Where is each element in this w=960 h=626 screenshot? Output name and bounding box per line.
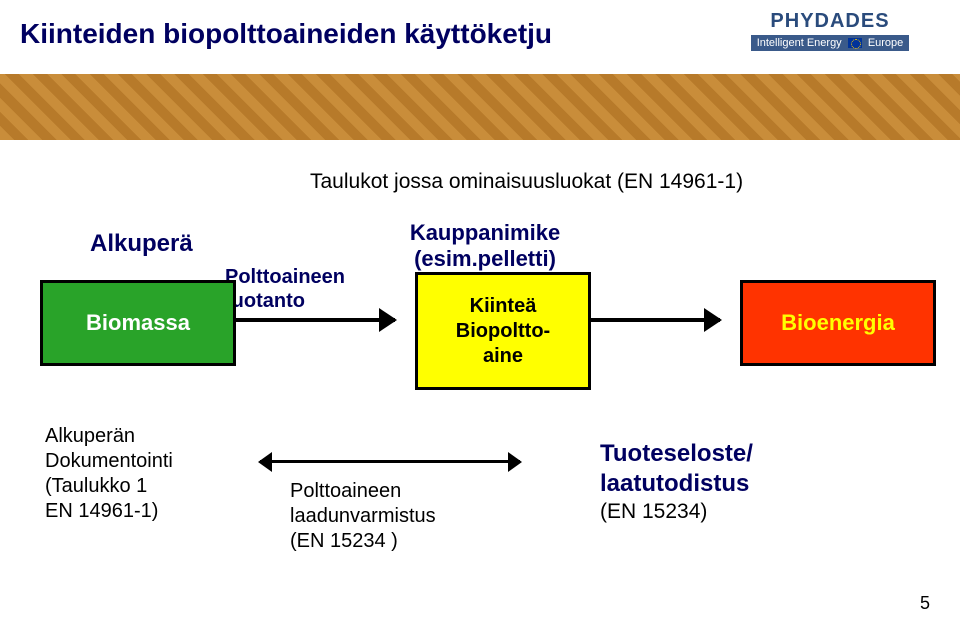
logo-block: PHYDADES Intelligent Energy Europe [720,10,940,51]
logo-text: PHYDADES [720,10,940,33]
arrow-1 [235,318,395,322]
origin-doc-l4: EN 14961-1) [45,500,158,523]
slide-title: Kiinteiden biopolttoaineiden käyttöketju [20,18,552,50]
eu-flag-icon [848,38,862,48]
origin-label: Alkuperä [90,230,193,258]
qa-l1: Polttoaineen [290,480,401,503]
logo-subtitle: Intelligent Energy Europe [751,35,910,51]
solid-biofuel-box: Kiinteä Biopoltto- aine [415,272,591,390]
decl-l3: (EN 15234) [600,500,707,524]
page-number: 5 [920,593,930,614]
bioenergy-box: Bioenergia [740,280,936,366]
arrow-2 [590,318,720,322]
decl-l1: Tuoteseloste/ [600,440,753,468]
solidfuel-l1: Kiinteä [470,294,537,319]
process-diagram: Taulukot jossa ominaisuusluokat (EN 1496… [0,160,960,580]
double-arrow [260,460,520,463]
qa-l2: laadunvarmistus [290,505,436,528]
biomass-box: Biomassa [40,280,236,366]
biomass-text: Biomassa [86,310,190,336]
origin-doc-l1: Alkuperän [45,425,135,448]
logo-sub-left: Intelligent Energy [757,37,842,49]
qa-l3: (EN 15234 ) [290,530,398,553]
decl-l2: laatutodistus [600,470,749,498]
logo-sub-right: Europe [868,37,903,49]
tradename-top: Kauppanimike [385,220,585,246]
tables-caption: Taulukot jossa ominaisuusluokat (EN 1496… [310,170,743,194]
bioenergy-text: Bioenergia [781,310,895,336]
tradename-bottom: (esim.pelletti) [385,246,585,272]
origin-doc-l3: (Taulukko 1 [45,475,147,498]
origin-doc-l2: Dokumentointi [45,450,173,473]
solidfuel-l2: Biopoltto- [456,319,550,344]
production-bottom: tuotanto [225,290,305,313]
solidfuel-l3: aine [483,344,523,369]
photo-strip [0,74,960,140]
production-top: Polttoaineen [225,266,345,289]
